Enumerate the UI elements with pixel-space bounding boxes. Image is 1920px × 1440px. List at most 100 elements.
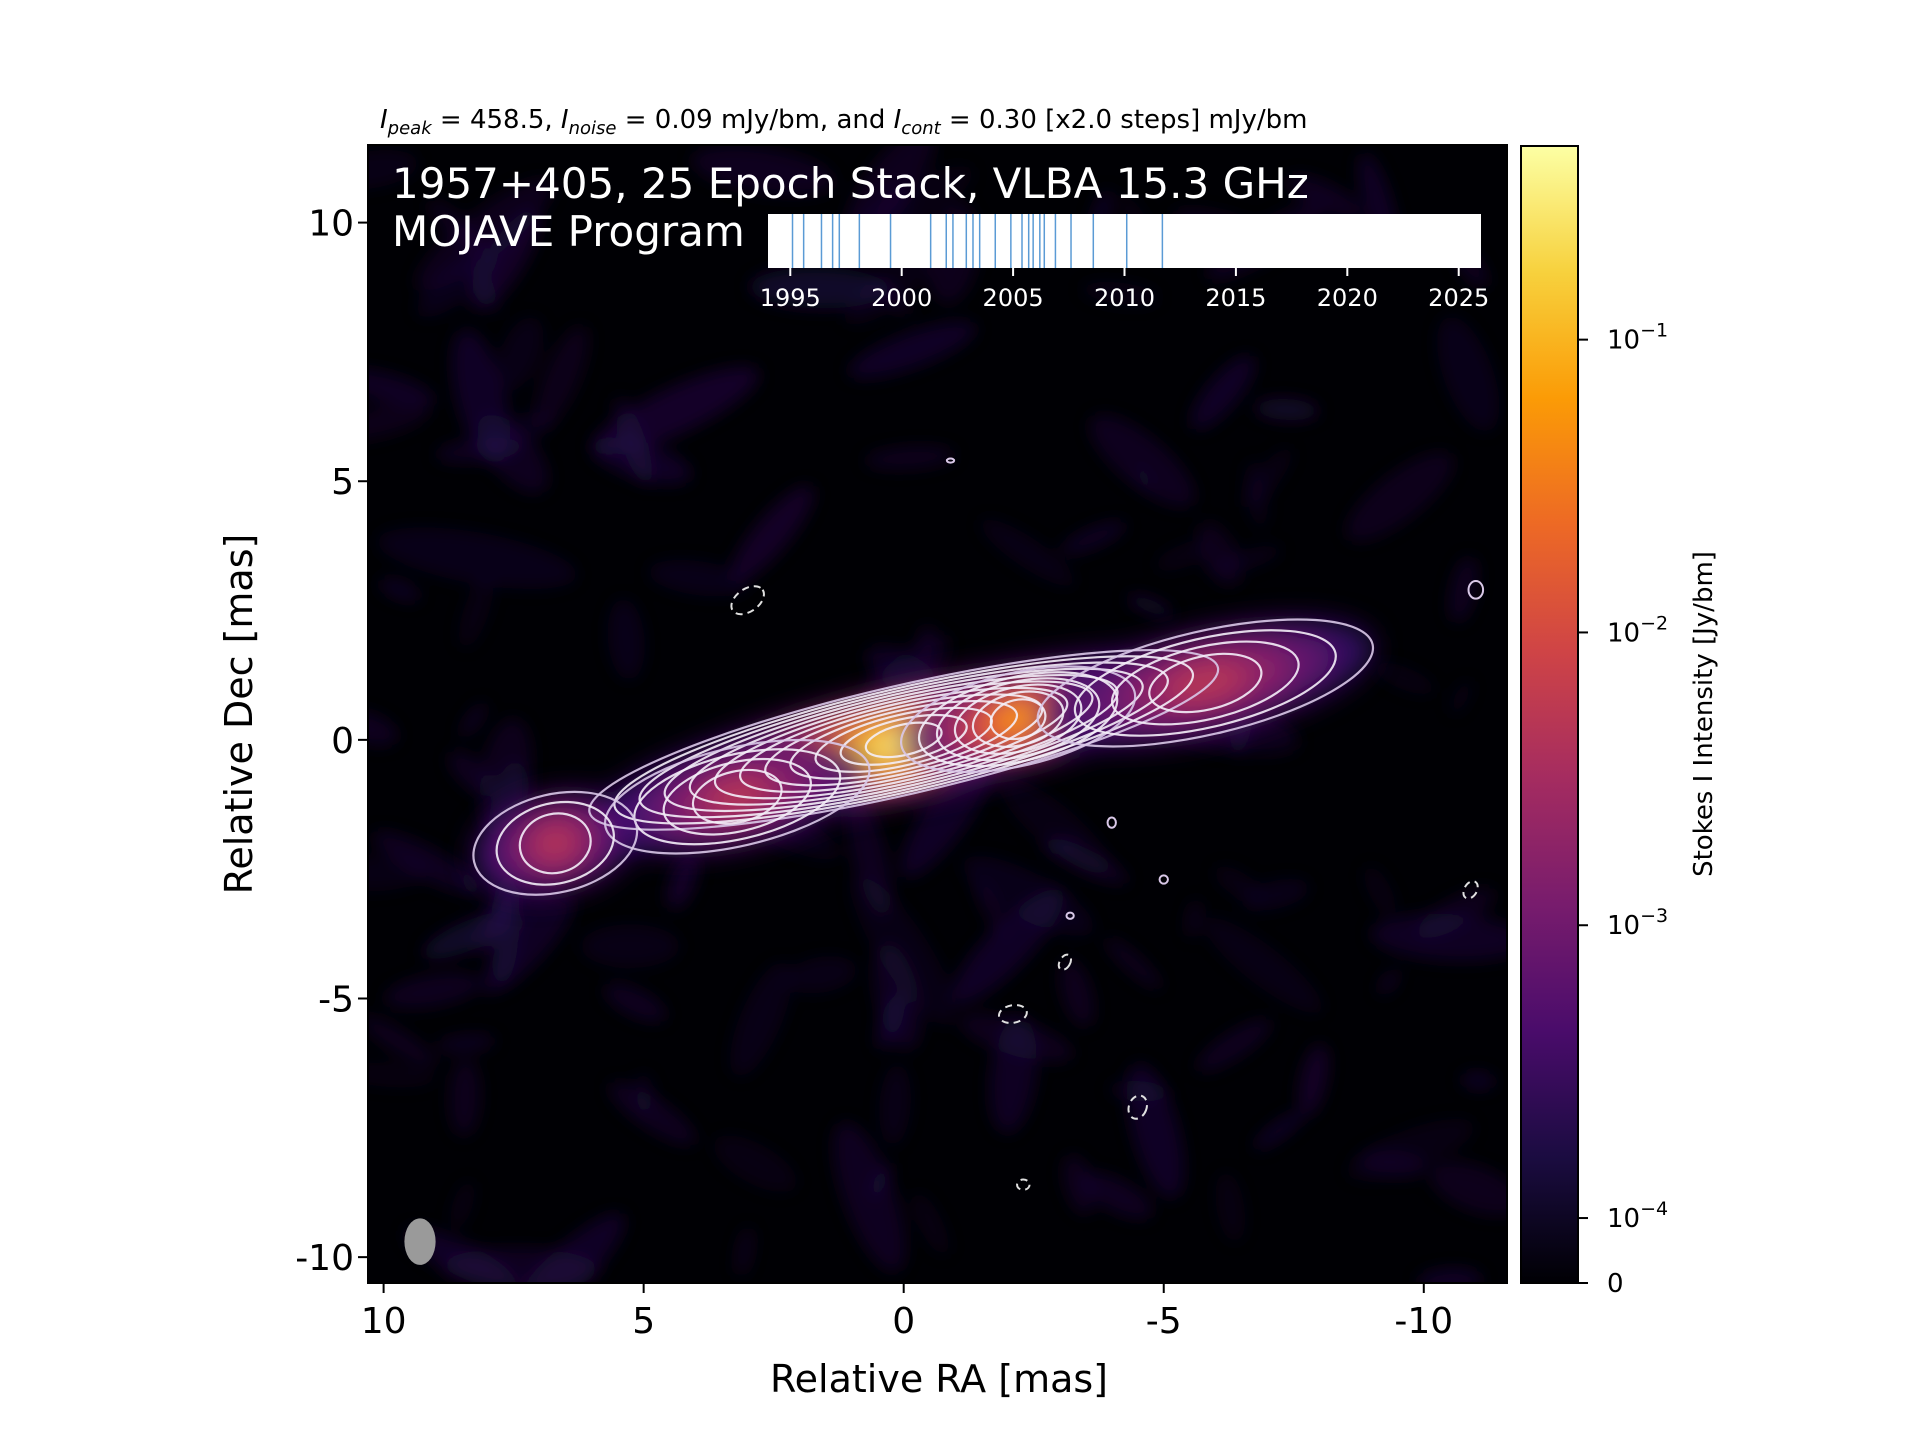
noise-blob [879, 1063, 911, 1146]
contour-line [917, 671, 1119, 768]
contour-line [739, 686, 1069, 793]
noise-blob [497, 316, 544, 391]
noise-blob [785, 956, 857, 994]
noise-blob [1203, 917, 1323, 1014]
negative-contour [1127, 1094, 1148, 1120]
emission-band [534, 824, 576, 863]
noise-blob [912, 1192, 950, 1256]
contour-line [989, 698, 1047, 741]
noise-blob [1460, 1072, 1496, 1090]
contour-set [472, 618, 1375, 896]
noise-blob [1081, 1172, 1153, 1220]
noise-blob [1127, 595, 1174, 617]
noise-blob [864, 445, 956, 470]
y-axis-ticks: 10 5 0 -5 -10 [295, 204, 368, 1279]
colorbar-ticks: 10−1 10−2 10−3 10−4 0 [1578, 320, 1668, 1299]
noise-blob [451, 329, 510, 464]
colorbar-tick-label: 10−2 [1607, 612, 1668, 648]
noise-blob [1215, 1171, 1246, 1243]
contour-line [1065, 911, 1075, 920]
source-label: 1957+405, 25 Epoch Stack, VLBA 15.3 GHz [392, 159, 1309, 208]
contour-line [613, 655, 1195, 825]
negative-contours [730, 457, 1485, 1191]
noise-blob [368, 403, 429, 442]
colorbar-tick-label: 10−1 [1607, 320, 1668, 356]
plot-title: Ipeak = 458.5, Inoise = 0.09 mJy/bm, and… [380, 105, 1307, 139]
noise-blob [963, 856, 1094, 936]
noise-blob [368, 369, 436, 408]
timeline-tick-label: 2020 [1317, 284, 1378, 312]
timeline-epochs [791, 214, 1164, 268]
contour-line [713, 680, 1094, 800]
contour-line [663, 667, 1144, 813]
noise-blob [1429, 1161, 1507, 1216]
colorbar-label: Stokes I Intensity [Jy/bm] [1689, 551, 1719, 877]
negative-contour [998, 1004, 1028, 1025]
timeline-tick-label: 2000 [871, 284, 932, 312]
x-tick-label: -10 [1394, 1301, 1453, 1342]
noise-blob [1254, 398, 1319, 421]
colorbar-tick-label: 10−4 [1607, 1198, 1668, 1234]
noise-blob [450, 1180, 475, 1230]
contour-line [935, 677, 1101, 762]
y-tick-label: 5 [331, 462, 354, 503]
noise-blob [1081, 281, 1159, 305]
contour-line [953, 683, 1083, 755]
contour-line [1073, 629, 1337, 737]
noise-blob [1059, 959, 1095, 1028]
y-tick-label: -10 [295, 1238, 354, 1279]
noise-blob [691, 146, 835, 196]
colorbar: 10−1 10−2 10−3 10−4 0 Stokes I Intensity [Jy… [1520, 145, 1719, 1299]
y-tick-label: -5 [318, 980, 354, 1021]
noise-blob [980, 519, 1075, 587]
beam-ellipse [404, 1218, 436, 1265]
noise-blob [1347, 1118, 1475, 1181]
contour-line [588, 648, 1220, 831]
contour-line [1467, 580, 1485, 600]
colorbar-tick-label: 10−3 [1607, 905, 1668, 941]
contour-line [1158, 874, 1169, 885]
contour-line [1036, 618, 1375, 748]
noise-blob [1208, 545, 1282, 575]
contour-line [971, 690, 1065, 748]
noise-blob [713, 1135, 797, 1193]
noise-blob [989, 1016, 1037, 1134]
noise-blob [368, 149, 418, 190]
image-panel: 1957+405, 25 Epoch Stack, VLBA 15.3 GHz … [367, 144, 1508, 1284]
noise-blob [436, 1034, 496, 1053]
plot-frame [367, 144, 1508, 1284]
noise-blob [591, 437, 692, 485]
contour-line [518, 812, 592, 875]
noise-blob [502, 411, 552, 444]
noise-blob [1062, 1154, 1095, 1216]
negative-contour [730, 585, 765, 616]
emission-band [1163, 661, 1248, 705]
noise-blob [1298, 1044, 1329, 1116]
noise-blob [377, 527, 578, 589]
noise-blob [1450, 680, 1472, 715]
x-axis-label: Relative RA [mas] [770, 1357, 1108, 1401]
negative-contour [1462, 880, 1479, 900]
noise-blob [1126, 1063, 1185, 1199]
timeline-box [768, 214, 1481, 268]
noise-blob [1190, 355, 1256, 430]
y-axis-label: Relative Dec [mas] [217, 534, 261, 895]
timeline-tick-label: 2005 [983, 284, 1044, 312]
noise-blob [604, 983, 667, 1022]
noise-blob [1043, 838, 1129, 885]
noise-blob [666, 854, 699, 909]
contour-line [603, 738, 871, 855]
noise-background [368, 145, 1507, 1283]
noise-blob [608, 1082, 696, 1146]
noise-blob [1286, 175, 1364, 220]
x-tick-label: -5 [1146, 1301, 1182, 1342]
noise-blob [372, 831, 482, 895]
contour-line [1106, 816, 1117, 829]
noise-blob [458, 866, 481, 898]
noise-blob [466, 263, 501, 314]
noise-blob [1242, 879, 1310, 911]
timeline-tick-label: 2015 [1205, 284, 1266, 312]
contour-line [688, 673, 1119, 806]
noise-blob [1245, 459, 1268, 529]
timeline-ticks: 1995 2000 2005 2010 2015 2020 2025 [760, 268, 1489, 312]
